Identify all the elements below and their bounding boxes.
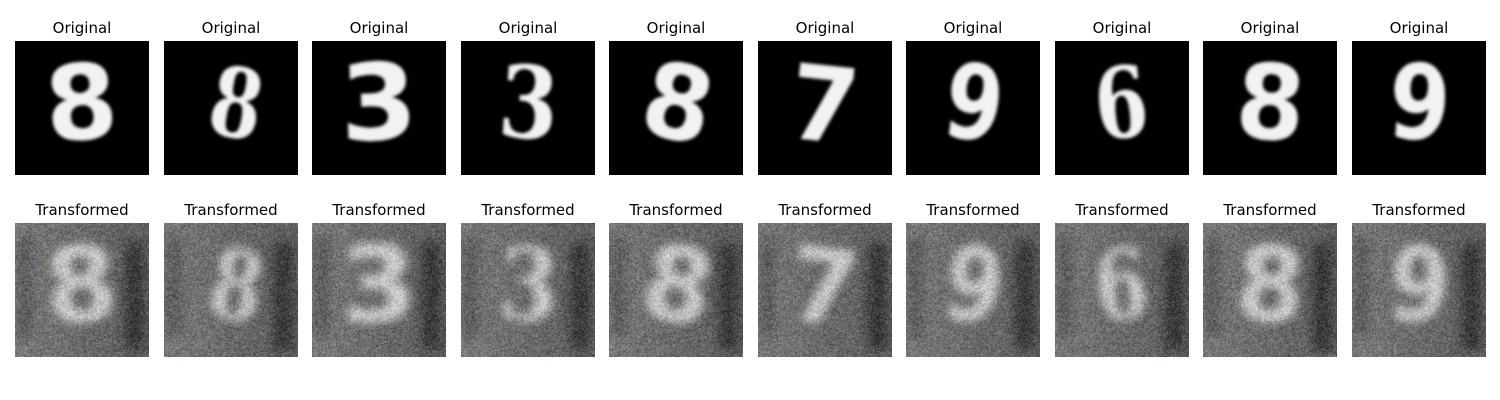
- digit-image-transformed: [312, 223, 446, 357]
- image-panel-transformed-9: Transformed: [1203, 201, 1337, 357]
- digit-image-transformed: [164, 223, 298, 357]
- panel-title: Original: [1352, 19, 1486, 37]
- panel-title: Transformed: [1055, 201, 1189, 219]
- digit-image-original: [906, 41, 1040, 175]
- digit-image-original: [15, 41, 149, 175]
- panel-title: Transformed: [758, 201, 892, 219]
- image-panel-transformed-4: Transformed: [461, 201, 595, 357]
- image-panel-original-8: Original: [1055, 19, 1189, 175]
- image-panel-transformed-5: Transformed: [609, 201, 743, 357]
- image-panel-transformed-1: Transformed: [15, 201, 149, 357]
- image-panel-transformed-8: Transformed: [1055, 201, 1189, 357]
- image-panel-original-7: Original: [906, 19, 1040, 175]
- image-panel-transformed-10: Transformed: [1352, 201, 1486, 357]
- panel-title: Transformed: [609, 201, 743, 219]
- panel-title: Original: [461, 19, 595, 37]
- image-panel-original-10: Original: [1352, 19, 1486, 175]
- image-panel-original-2: Original: [164, 19, 298, 175]
- panel-title: Transformed: [164, 201, 298, 219]
- digit-image-transformed: [1055, 223, 1189, 357]
- image-panel-original-3: Original: [312, 19, 446, 175]
- digit-image-original: [312, 41, 446, 175]
- image-panel-original-6: Original: [758, 19, 892, 175]
- digit-image-original: [1352, 41, 1486, 175]
- digit-image-transformed: [1352, 223, 1486, 357]
- panel-title: Transformed: [461, 201, 595, 219]
- digit-image-original: [758, 41, 892, 175]
- image-panel-original-5: Original: [609, 19, 743, 175]
- panel-title: Original: [312, 19, 446, 37]
- digit-image-original: [164, 41, 298, 175]
- image-panel-transformed-6: Transformed: [758, 201, 892, 357]
- digit-image-transformed: [1203, 223, 1337, 357]
- panel-title: Original: [15, 19, 149, 37]
- digit-image-transformed: [15, 223, 149, 357]
- panel-title: Original: [758, 19, 892, 37]
- image-panel-original-4: Original: [461, 19, 595, 175]
- panel-title: Transformed: [906, 201, 1040, 219]
- digit-image-original: [609, 41, 743, 175]
- image-panel-original-9: Original: [1203, 19, 1337, 175]
- panel-title: Original: [906, 19, 1040, 37]
- panel-title: Transformed: [312, 201, 446, 219]
- digit-image-transformed: [609, 223, 743, 357]
- image-panel-original-1: Original: [15, 19, 149, 175]
- digit-image-transformed: [461, 223, 595, 357]
- panel-title: Original: [1203, 19, 1337, 37]
- panel-title: Transformed: [15, 201, 149, 219]
- panel-title: Transformed: [1203, 201, 1337, 219]
- image-panel-transformed-2: Transformed: [164, 201, 298, 357]
- image-panel-transformed-7: Transformed: [906, 201, 1040, 357]
- digit-image-original: [1203, 41, 1337, 175]
- digit-image-original: [461, 41, 595, 175]
- panel-title: Original: [164, 19, 298, 37]
- panel-title: Original: [1055, 19, 1189, 37]
- panel-title: Original: [609, 19, 743, 37]
- image-panel-transformed-3: Transformed: [312, 201, 446, 357]
- digit-image-transformed: [906, 223, 1040, 357]
- panel-title: Transformed: [1352, 201, 1486, 219]
- digit-image-original: [1055, 41, 1189, 175]
- digit-image-transformed: [758, 223, 892, 357]
